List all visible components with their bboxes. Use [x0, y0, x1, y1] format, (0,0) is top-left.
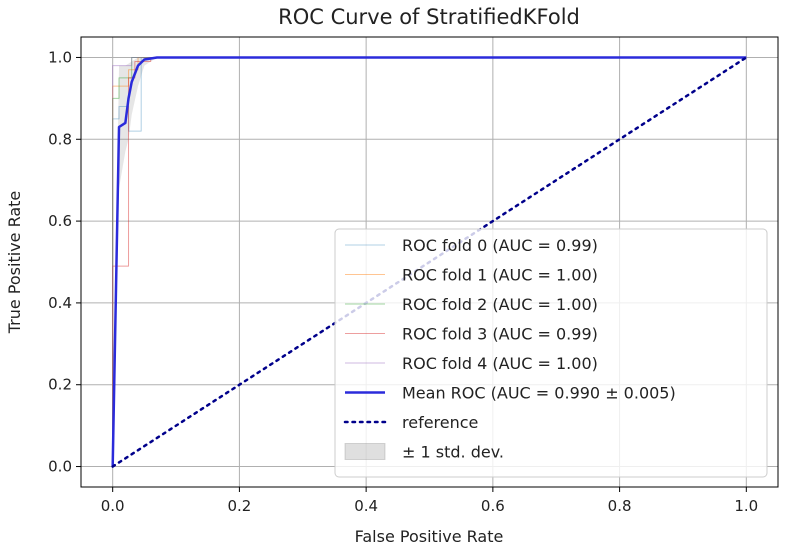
legend: ROC fold 0 (AUC = 0.99) ROC fold 1 (AUC =…: [334, 228, 768, 478]
x-tick-label: 0.6: [481, 497, 505, 515]
legend-label: ROC fold 3 (AUC = 0.99): [402, 325, 598, 344]
legend-label: reference: [402, 413, 478, 432]
plot-frame: [80, 36, 779, 488]
x-tick-label: 0.8: [608, 497, 632, 515]
legend-swatch: [344, 443, 386, 460]
legend-label: ± 1 std. dev.: [402, 443, 504, 462]
series-line-5: [111, 56, 747, 467]
y-tick-label: 1.0: [48, 48, 72, 66]
chart-title: ROC Curve of StratifiedKFold: [278, 5, 580, 29]
x-tick-label: 0.4: [354, 497, 378, 515]
y-tick-label: 0.0: [48, 458, 72, 476]
legend-label: ROC fold 2 (AUC = 1.00): [402, 295, 598, 314]
legend-label: Mean ROC (AUC = 0.990 ± 0.005): [402, 384, 676, 403]
y-tick-label: 0.8: [48, 130, 72, 148]
y-axis-label: True Positive Rate: [5, 191, 24, 335]
legend-label: ROC fold 0 (AUC = 0.99): [402, 236, 598, 255]
x-tick-label: 0.2: [227, 497, 251, 515]
legend-box: [334, 228, 768, 478]
legend-label: ROC fold 4 (AUC = 1.00): [402, 354, 598, 373]
legend-label: ROC fold 1 (AUC = 1.00): [402, 266, 598, 285]
y-tick-label: 0.2: [48, 376, 72, 394]
y-tick-label: 0.6: [48, 212, 72, 230]
series-line-2: [112, 56, 747, 467]
series-line-1: [112, 56, 747, 467]
y-tick-label: 0.4: [48, 294, 72, 312]
x-tick-label: 0.0: [101, 497, 125, 515]
y-axis-ticks: 0.0 0.2 0.4 0.6 0.8 1.0: [48, 48, 81, 476]
x-axis-ticks: 0.0 0.2 0.4 0.6 0.8 1.0: [101, 487, 758, 515]
x-axis-label: False Positive Rate: [355, 527, 504, 546]
x-tick-label: 1.0: [734, 497, 758, 515]
